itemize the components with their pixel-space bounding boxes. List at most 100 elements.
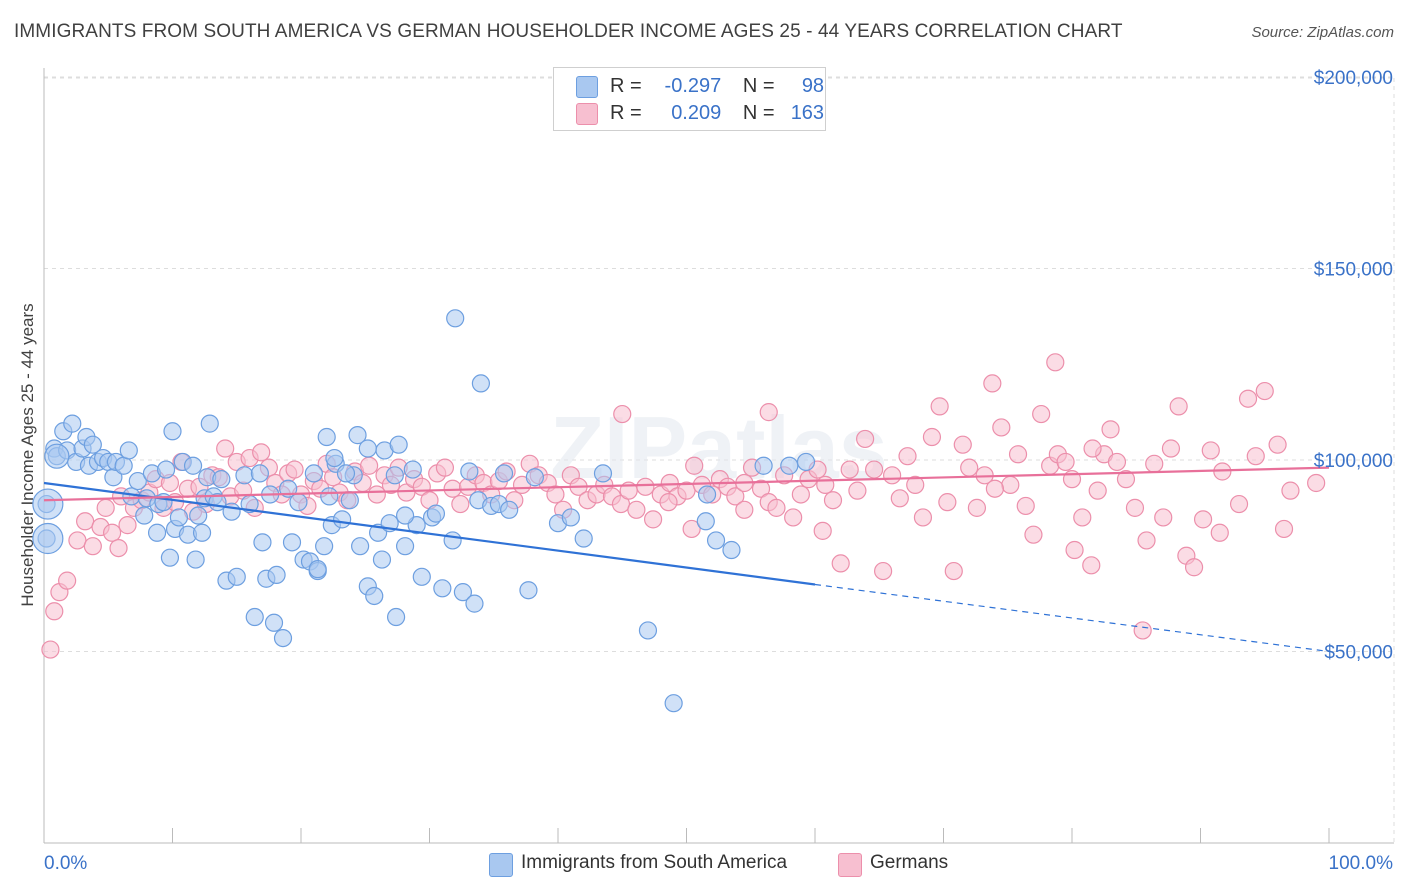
south-america-point <box>320 487 339 506</box>
south-america-point <box>471 374 490 393</box>
south-america-point <box>796 452 816 472</box>
south-america-point <box>433 579 452 598</box>
axes <box>43 68 1394 844</box>
germans-point <box>784 508 803 527</box>
germans-point <box>41 640 60 659</box>
germans-point <box>1229 494 1249 514</box>
south-america-point <box>289 493 308 512</box>
y-tick-label: $200,000 <box>1314 68 1393 89</box>
south-america-point <box>128 471 147 491</box>
south-america-point <box>189 506 208 525</box>
legend-r-value: -0.297 <box>664 75 722 97</box>
germans-point <box>1001 475 1020 494</box>
south-america-point <box>372 550 392 569</box>
south-america-trend-line <box>43 481 816 586</box>
germans-point <box>546 485 565 504</box>
south-america-point <box>348 426 367 445</box>
south-america-point <box>333 510 352 529</box>
south-america-trend-extension <box>814 583 1330 653</box>
south-america-point <box>114 456 133 475</box>
germans-point <box>1145 454 1164 473</box>
germans-point <box>874 561 893 581</box>
germans-point <box>1281 481 1300 500</box>
south-america-point <box>593 464 613 483</box>
germans-point <box>813 521 832 540</box>
germans-point <box>992 418 1011 437</box>
south-america-point <box>200 414 219 433</box>
germans-point <box>1210 523 1229 542</box>
germans-point <box>636 477 655 496</box>
south-america-point <box>192 523 212 542</box>
germans-point <box>831 554 850 573</box>
south-america-point <box>426 504 446 523</box>
south-america-point <box>147 523 167 542</box>
germans-point <box>685 456 704 475</box>
legend-r-label: R = <box>610 75 642 97</box>
germans-point <box>913 508 933 527</box>
south-america-point <box>315 537 334 556</box>
south-america-point <box>253 533 272 552</box>
south-america-point <box>453 583 473 602</box>
germans-point <box>823 491 843 510</box>
germans-point <box>659 493 678 512</box>
y-tick-label: $150,000 <box>1314 260 1393 281</box>
south-america-point <box>395 506 415 525</box>
south-america-point <box>336 464 356 483</box>
south-america-point <box>317 427 336 447</box>
germans-point <box>906 475 925 494</box>
germans-point <box>1046 353 1065 372</box>
south-america-point <box>358 439 377 458</box>
germans-point <box>1169 397 1188 416</box>
germans-point <box>76 512 95 531</box>
germans-point <box>1137 531 1156 550</box>
germans-point <box>953 435 972 454</box>
germans-point <box>660 473 679 493</box>
south-america-point <box>638 621 658 640</box>
south-america-point <box>325 448 344 468</box>
south-america-point <box>282 533 302 552</box>
south-america-point <box>32 522 64 555</box>
chart-title: IMMIGRANTS FROM SOUTH AMERICA VS GERMAN … <box>14 21 1123 42</box>
south-america-point <box>525 468 544 487</box>
south-america-point <box>212 470 231 489</box>
south-america-point <box>500 500 519 519</box>
germans-trend-line <box>43 466 1330 502</box>
germans-point <box>735 500 754 519</box>
south-america-point <box>465 594 484 613</box>
germans-point <box>1154 508 1173 527</box>
germans-point <box>1201 441 1220 460</box>
germans-point <box>109 538 128 558</box>
germans-point <box>1307 473 1326 493</box>
germans-point <box>45 602 64 621</box>
south-america-point <box>351 537 370 556</box>
south-america-point <box>135 506 154 525</box>
south-america-point <box>395 537 415 556</box>
south-america-point <box>443 531 462 550</box>
south-america-point <box>222 502 241 521</box>
south-america-point <box>32 488 64 520</box>
bottom-legend-swatch-pink <box>838 853 862 877</box>
germans-point <box>118 516 137 535</box>
germans-point <box>1161 439 1181 458</box>
y-tick-label: $50,000 <box>1324 643 1393 664</box>
legend-swatch-pink <box>576 103 598 125</box>
germans-point <box>848 481 867 500</box>
south-america-point <box>267 565 286 585</box>
germans-point <box>938 493 957 512</box>
south-america-point <box>403 460 422 479</box>
germans-point <box>1125 498 1145 517</box>
south-america-point <box>519 581 538 600</box>
x-tick-label: 100.0% <box>1329 853 1394 874</box>
legend-n-value: 163 <box>790 102 825 124</box>
germans-point <box>930 397 949 416</box>
germans-point <box>1184 558 1204 577</box>
germans-point <box>767 498 786 517</box>
south-america-point <box>186 550 205 569</box>
germans-point <box>985 479 1005 498</box>
south-america-point <box>494 464 514 483</box>
south-america-point <box>340 491 359 510</box>
legend-r-value: 0.209 <box>671 102 722 124</box>
germans-point <box>252 443 271 462</box>
south-america-point <box>706 531 726 550</box>
